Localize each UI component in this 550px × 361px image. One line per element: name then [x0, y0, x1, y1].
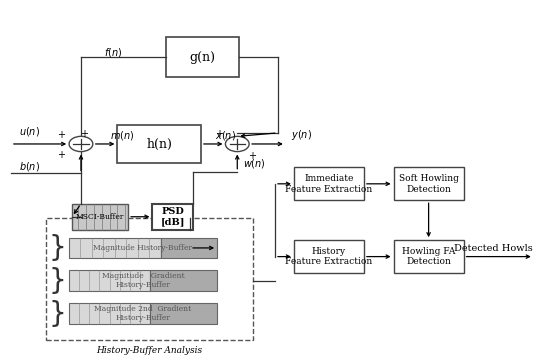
FancyBboxPatch shape: [166, 38, 239, 77]
Text: PSD
[dB]: PSD [dB]: [161, 207, 185, 226]
Text: History
Feature Extraction: History Feature Extraction: [285, 247, 372, 266]
Text: MSCI-Buffer: MSCI-Buffer: [76, 213, 124, 221]
Text: $y(n)$: $y(n)$: [291, 128, 312, 142]
FancyBboxPatch shape: [69, 238, 161, 258]
Text: Immediate
Feature Extraction: Immediate Feature Extraction: [285, 174, 372, 193]
FancyBboxPatch shape: [150, 303, 217, 324]
FancyBboxPatch shape: [150, 270, 217, 291]
Text: Howling FA
Detection: Howling FA Detection: [402, 247, 455, 266]
FancyBboxPatch shape: [69, 303, 150, 324]
FancyBboxPatch shape: [294, 240, 364, 273]
Text: Detected Howls: Detected Howls: [454, 244, 532, 253]
Text: +: +: [215, 129, 223, 139]
Circle shape: [226, 136, 249, 152]
Text: g(n): g(n): [189, 51, 215, 64]
FancyBboxPatch shape: [117, 125, 201, 163]
Circle shape: [69, 136, 93, 152]
Text: +: +: [57, 150, 65, 160]
Text: $x(n)$: $x(n)$: [214, 129, 235, 142]
FancyBboxPatch shape: [161, 238, 217, 258]
Text: +: +: [80, 129, 87, 139]
Text: Magnitude   Gradient
History-Buffer: Magnitude Gradient History-Buffer: [102, 272, 184, 290]
Text: Magnitude History-Buffer: Magnitude History-Buffer: [94, 244, 192, 252]
Text: Soft Howling
Detection: Soft Howling Detection: [399, 174, 459, 193]
Text: $u(n)$: $u(n)$: [19, 125, 40, 138]
Text: +: +: [248, 151, 256, 161]
FancyBboxPatch shape: [72, 204, 128, 230]
Text: $m(n)$: $m(n)$: [110, 129, 135, 142]
Text: History-Buffer Analysis: History-Buffer Analysis: [97, 346, 203, 355]
Text: $b(n)$: $b(n)$: [19, 160, 40, 173]
Text: h(n): h(n): [146, 138, 172, 151]
Text: $w(n)$: $w(n)$: [243, 157, 266, 170]
Text: }: }: [49, 300, 67, 328]
Text: $f(n)$: $f(n)$: [104, 45, 123, 58]
FancyBboxPatch shape: [69, 270, 150, 291]
Text: Magnitude 2nd  Gradient
History-Buffer: Magnitude 2nd Gradient History-Buffer: [94, 305, 191, 322]
FancyBboxPatch shape: [394, 168, 464, 200]
FancyBboxPatch shape: [152, 204, 193, 230]
Text: }: }: [49, 267, 67, 295]
Text: }: }: [49, 234, 67, 262]
FancyBboxPatch shape: [294, 168, 364, 200]
Text: +: +: [57, 130, 65, 140]
FancyBboxPatch shape: [394, 240, 464, 273]
